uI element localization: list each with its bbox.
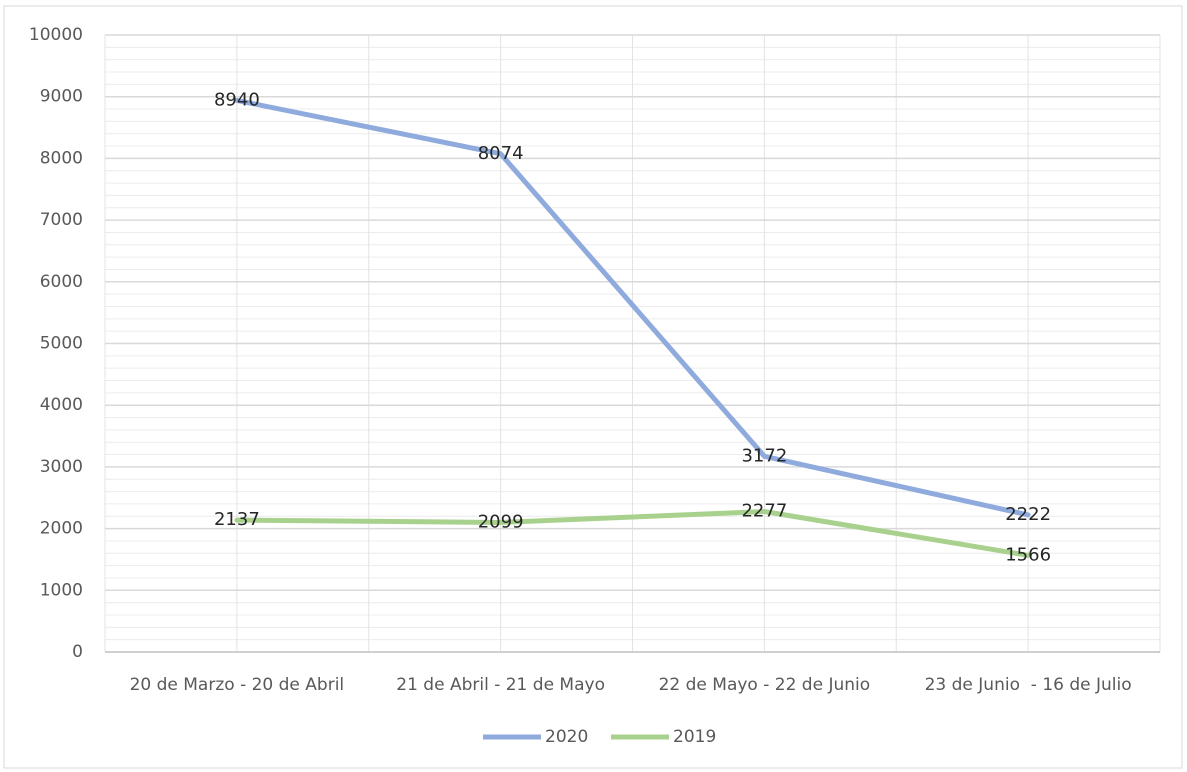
data-label: 2277 [741,501,787,522]
y-tick-label: 2000 [40,519,83,539]
y-tick-label: 10000 [29,25,83,45]
data-label: 8940 [214,89,260,110]
data-label: 2222 [1005,504,1051,525]
data-label: 3172 [741,445,787,466]
x-tick-label: 20 de Marzo - 20 de Abril [130,675,345,695]
series-line [234,97,1031,518]
y-tick-label: 8000 [40,148,83,168]
y-tick-label: 3000 [40,457,83,477]
data-label: 2137 [214,509,260,530]
y-tick-label: 0 [72,642,83,662]
data-label: 2099 [478,511,524,532]
x-tick-label: 21 de Abril - 21 de Mayo [396,675,605,695]
data-label: 1566 [1005,544,1051,565]
y-tick-label: 4000 [40,395,83,415]
x-tick-label: 22 de Mayo - 22 de Junio [659,675,871,695]
x-tick-label: 23 de Junio - 16 de Julio [925,675,1132,695]
legend-label: 2020 [545,727,588,747]
series-line [234,509,1031,558]
legend-label: 2019 [673,727,716,747]
y-tick-label: 6000 [40,272,83,292]
y-tick-label: 7000 [40,210,83,230]
y-tick-label: 5000 [40,334,83,354]
data-label: 8074 [478,143,524,164]
y-tick-label: 9000 [40,87,83,107]
y-tick-label: 1000 [40,580,83,600]
chart-border [3,5,1183,769]
